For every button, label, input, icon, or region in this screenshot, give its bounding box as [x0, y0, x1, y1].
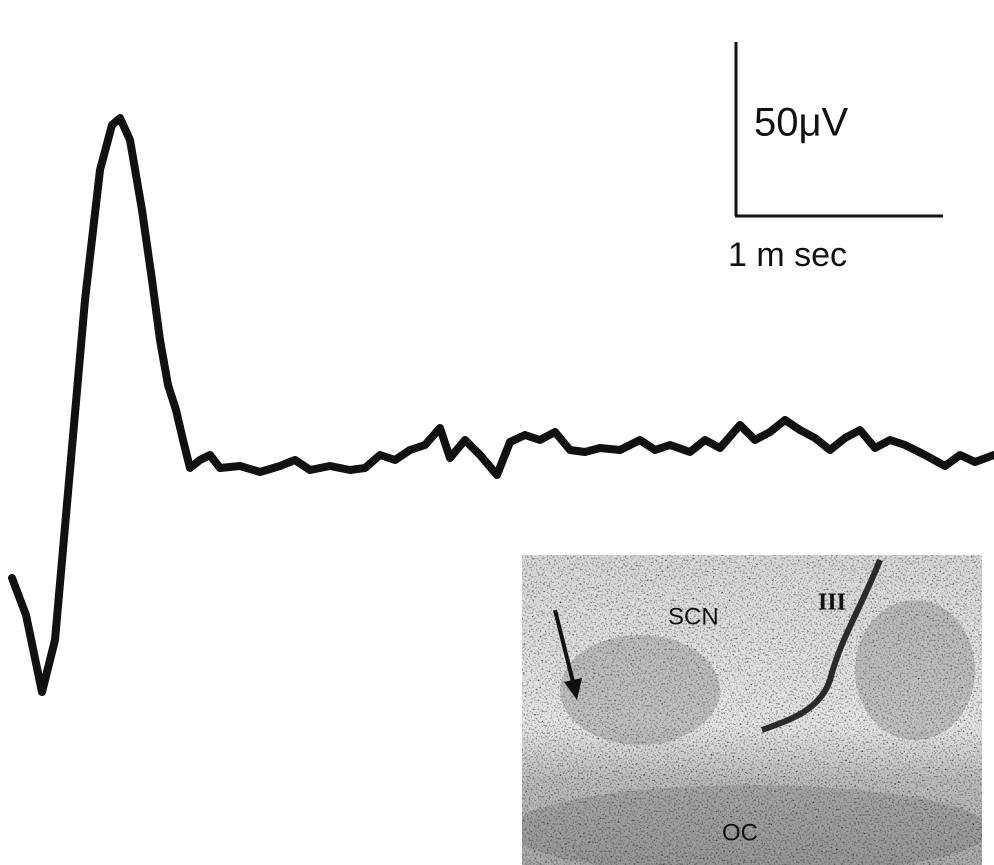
iii-label: III — [818, 590, 846, 616]
figure: 50μV 1 m sec SCN III OC — [0, 0, 994, 865]
page: {"scale_bar": {"amplitude_label": "50μV"… — [0, 0, 994, 865]
scn-label: SCN — [668, 603, 719, 630]
amplitude-label: 50μV — [754, 101, 849, 145]
time-label: 1 m sec — [728, 236, 847, 274]
oc-label: OC — [722, 819, 758, 846]
